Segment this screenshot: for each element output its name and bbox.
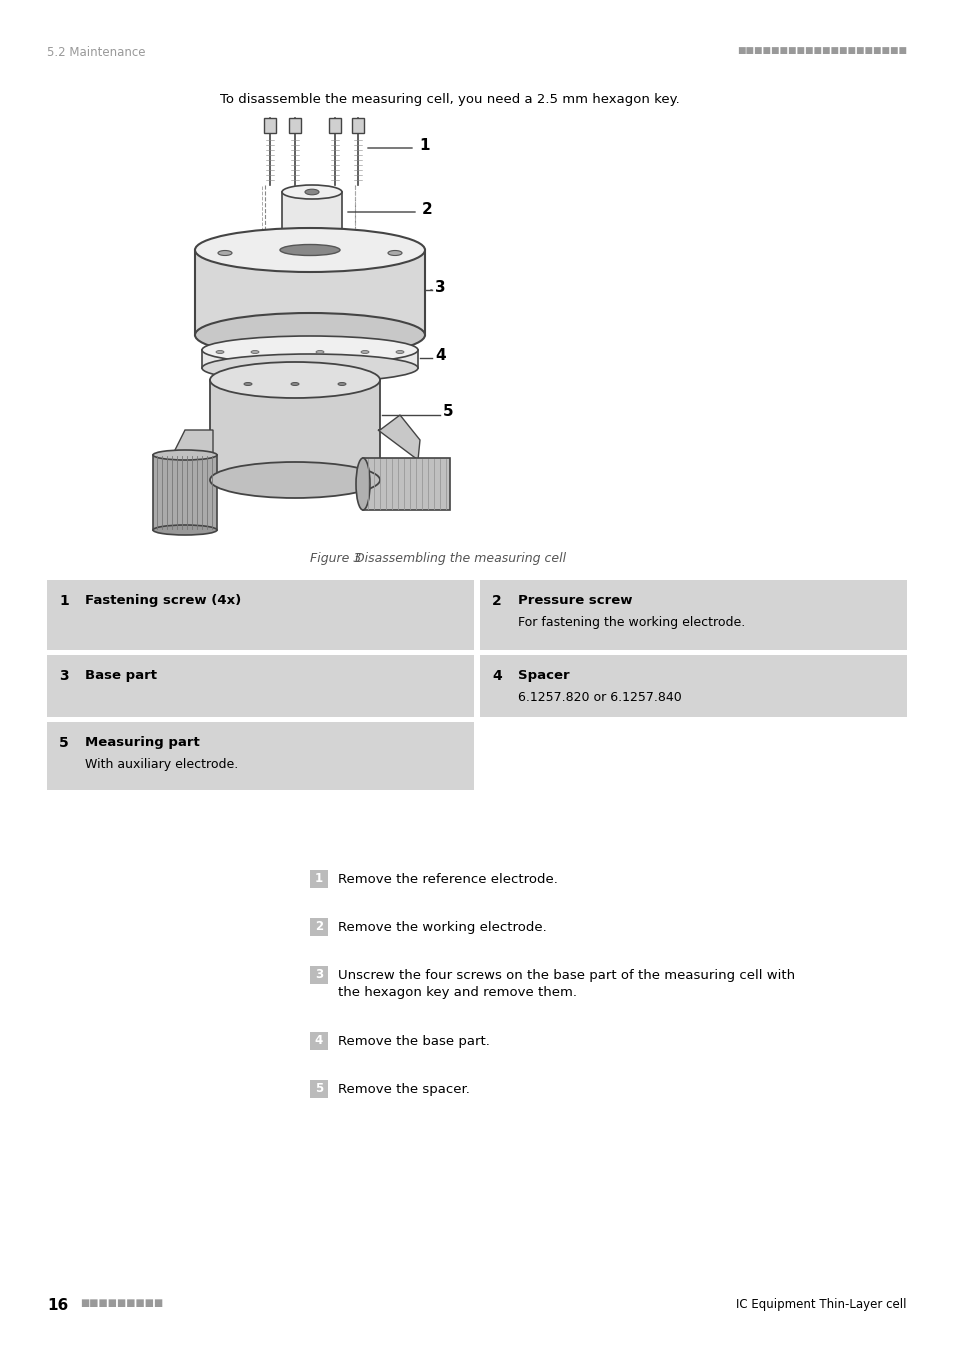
Text: 5: 5 [314, 1083, 323, 1095]
Bar [47, 722, 474, 790]
Ellipse shape [305, 189, 318, 194]
Bar [289, 117, 301, 134]
Text: Remove the working electrode.: Remove the working electrode. [337, 921, 546, 934]
Text: 3: 3 [435, 279, 445, 294]
Text: Disassembling the measuring cell: Disassembling the measuring cell [355, 552, 565, 566]
Text: 1: 1 [314, 872, 323, 886]
Ellipse shape [251, 351, 258, 354]
Bar [310, 869, 328, 888]
Text: ■■■■■■■■■■■■■■■■■■■■: ■■■■■■■■■■■■■■■■■■■■ [737, 46, 906, 55]
Bar [210, 379, 379, 481]
Ellipse shape [202, 354, 417, 382]
Text: Remove the reference electrode.: Remove the reference electrode. [337, 873, 558, 886]
Bar [329, 117, 340, 134]
Ellipse shape [215, 351, 224, 354]
Bar [310, 967, 328, 984]
Ellipse shape [291, 382, 298, 386]
Text: 16: 16 [47, 1297, 69, 1314]
Text: With auxiliary electrode.: With auxiliary electrode. [85, 757, 238, 771]
Ellipse shape [355, 458, 370, 510]
Ellipse shape [282, 185, 341, 198]
Text: Unscrew the four screws on the base part of the measuring cell with: Unscrew the four screws on the base part… [337, 969, 794, 981]
Text: To disassemble the measuring cell, you need a 2.5 mm hexagon key.: To disassemble the measuring cell, you n… [220, 93, 679, 107]
Text: 3: 3 [59, 670, 69, 683]
Bar [310, 918, 328, 936]
Text: 2: 2 [314, 921, 323, 933]
Ellipse shape [194, 313, 424, 356]
Text: Fastening screw (4x): Fastening screw (4x) [85, 594, 241, 608]
Text: 2: 2 [421, 201, 433, 216]
Ellipse shape [210, 462, 379, 498]
Ellipse shape [152, 450, 216, 460]
Text: 2: 2 [492, 594, 501, 608]
Bar [363, 458, 450, 510]
Text: ■■■■■■■■■: ■■■■■■■■■ [80, 1297, 163, 1308]
Ellipse shape [360, 351, 369, 354]
Text: 1: 1 [59, 594, 69, 608]
Bar [47, 655, 474, 717]
Ellipse shape [280, 244, 339, 255]
Text: Base part: Base part [85, 670, 157, 682]
Text: Pressure screw: Pressure screw [517, 594, 632, 608]
Text: the hexagon key and remove them.: the hexagon key and remove them. [337, 986, 577, 999]
Bar [352, 117, 364, 134]
Bar [310, 1080, 328, 1098]
Text: IC Equipment Thin-Layer cell: IC Equipment Thin-Layer cell [736, 1297, 906, 1311]
Polygon shape [377, 414, 419, 460]
Ellipse shape [152, 525, 216, 535]
Bar [202, 350, 417, 369]
Polygon shape [174, 431, 213, 490]
Ellipse shape [282, 231, 341, 244]
Text: For fastening the working electrode.: For fastening the working electrode. [517, 616, 744, 629]
Text: 6.1257.820 or 6.1257.840: 6.1257.820 or 6.1257.840 [517, 691, 681, 703]
Bar [152, 455, 216, 531]
Bar [282, 192, 341, 238]
Bar [264, 117, 275, 134]
Bar [310, 1031, 328, 1050]
Text: 4: 4 [314, 1034, 323, 1048]
Ellipse shape [194, 228, 424, 271]
Bar [47, 580, 474, 649]
Text: 5: 5 [442, 405, 453, 420]
Bar [194, 250, 424, 335]
Text: 4: 4 [492, 670, 501, 683]
Ellipse shape [202, 336, 417, 364]
Text: Remove the base part.: Remove the base part. [337, 1035, 489, 1048]
Text: Measuring part: Measuring part [85, 736, 199, 749]
Text: 5: 5 [59, 736, 69, 751]
Ellipse shape [210, 362, 379, 398]
Ellipse shape [315, 351, 324, 354]
Text: 5.2 Maintenance: 5.2 Maintenance [47, 46, 146, 59]
Ellipse shape [388, 251, 401, 255]
Text: 3: 3 [314, 968, 323, 981]
Text: 1: 1 [418, 138, 429, 153]
Text: Spacer: Spacer [517, 670, 569, 682]
Text: 4: 4 [435, 347, 445, 363]
Text: Figure 3: Figure 3 [310, 552, 361, 566]
Bar [479, 580, 906, 649]
Bar [479, 655, 906, 717]
Ellipse shape [244, 382, 252, 386]
Ellipse shape [337, 382, 346, 386]
Text: Remove the spacer.: Remove the spacer. [337, 1083, 470, 1096]
Ellipse shape [395, 351, 403, 354]
Ellipse shape [218, 251, 232, 255]
